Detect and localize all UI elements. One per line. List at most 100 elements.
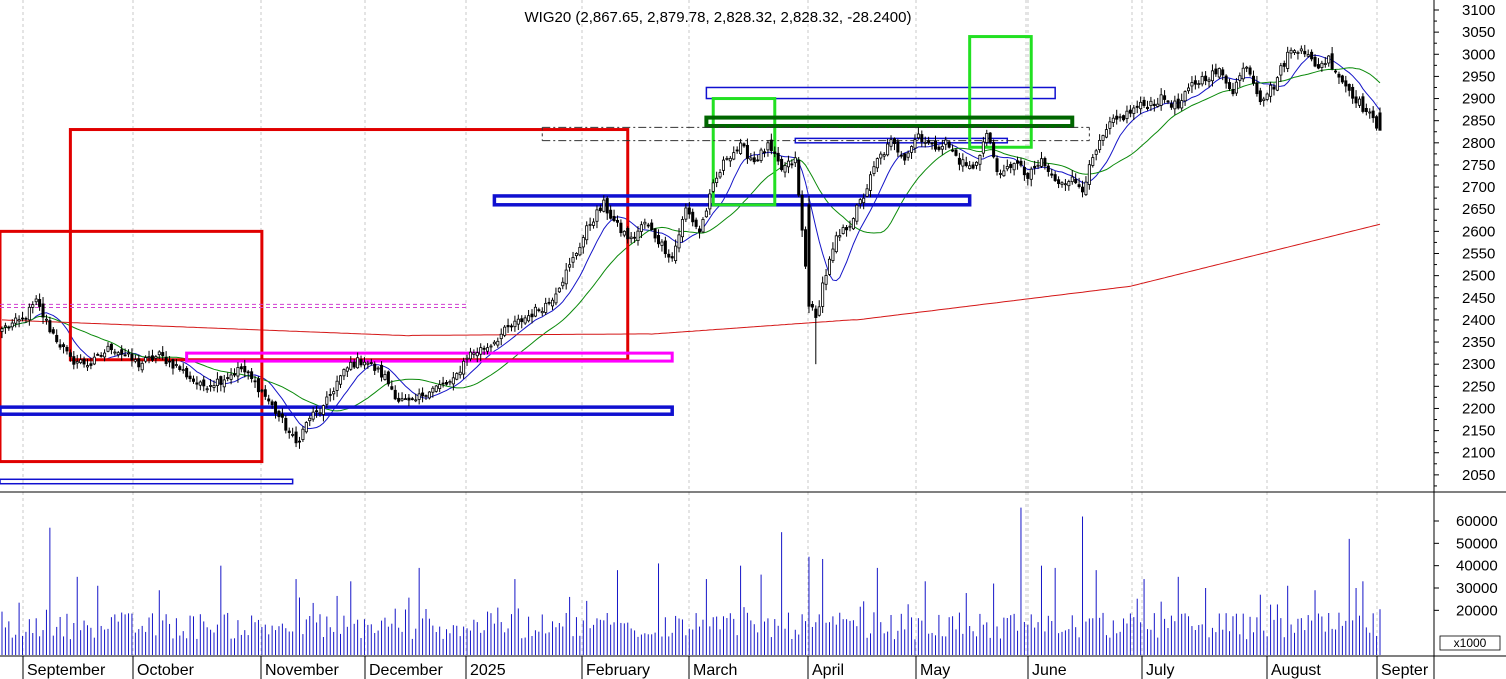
candle-down [253,380,257,383]
candle-up [674,245,678,262]
candle-up [1118,116,1122,119]
candle-down [1364,108,1368,113]
candle-down [243,365,247,373]
candle-up [732,152,736,160]
candle-down [287,430,291,434]
candle-down [780,158,784,171]
candle-up [588,223,592,226]
candle-down [657,235,661,245]
candle-down [1347,83,1351,91]
candle-down [270,401,274,406]
candle-down [1163,95,1167,100]
candle-up [318,412,322,415]
magenta-rectangle [185,351,674,363]
candle-down [150,355,154,361]
candle-down [161,352,165,356]
candle-up [718,172,722,178]
candle-down [164,356,168,364]
candle-down [1340,75,1344,83]
volume-bars [1,507,1381,655]
candle-up [684,207,688,220]
candle-up [1262,98,1266,102]
candle-up [376,367,380,370]
candle-down [1166,100,1170,103]
candle-down [72,356,76,365]
candle-down [698,228,702,233]
candle-down [1378,112,1382,131]
candle-up [978,154,982,165]
candle-up [715,177,719,184]
candle-up [486,347,490,352]
candle-down [1169,103,1173,108]
blue-rectangle [0,405,674,416]
candle-down [509,325,513,328]
candle-up [749,157,753,161]
candle-down [1231,89,1235,95]
candle-up [1149,100,1153,106]
candle-up [824,275,828,285]
candle-down [1204,75,1208,82]
candle-down [814,308,818,318]
candle-up [568,264,572,268]
candle-up [865,188,869,197]
candle-down [246,371,250,374]
candle-up [540,311,544,314]
candle-down [1258,90,1262,103]
candle-up [174,364,178,366]
candle-down [845,227,849,231]
candle-up [1210,70,1214,82]
candle-up [1070,176,1074,183]
volume-unit-box [1439,635,1501,651]
candle-up [975,161,979,166]
candle-down [691,211,695,223]
candle-up [1245,66,1249,69]
x-tick-label: March [693,662,737,679]
candle-up [551,299,555,307]
candle-up [595,209,599,222]
candle-down [670,256,674,259]
candle-up [448,381,452,384]
candle-up [1104,129,1108,138]
candle-up [1108,121,1112,129]
candle-up [17,319,21,322]
red-rectangle [0,229,264,464]
candle-down [1074,178,1078,184]
candle-down [1016,160,1020,164]
candle-up [739,142,743,154]
candle-up [817,306,821,316]
candle-down [397,397,401,402]
candle-down [226,377,230,379]
candle-down [735,149,739,152]
candle-up [492,341,496,345]
candle-down [1046,165,1050,172]
price-tick-label: 2450 [1462,290,1495,307]
price-tick-label: 3100 [1462,2,1495,19]
candle-up [786,160,790,168]
volume-tick-label: 60000 [1456,513,1498,530]
candle-up [680,219,684,238]
candle-up [622,230,626,236]
candle-down [96,354,100,356]
candle-down [441,382,445,385]
candle-up [834,235,838,253]
candle-down [191,378,195,382]
candle-up [578,246,582,256]
candle-down [694,219,698,227]
candle-up [321,405,325,415]
candlesticks [0,44,1382,449]
candle-up [1296,51,1300,54]
blue-rectangle [705,86,1056,100]
candle-up [1173,100,1177,110]
candle-up [1286,51,1290,69]
candle-down [547,301,551,304]
candle-down [951,149,955,152]
price-tick-label: 2400 [1462,312,1495,329]
candle-down [653,228,657,239]
candle-up [516,318,520,325]
candle-up [1238,75,1242,81]
candle-down [1371,110,1375,119]
candle-up [1002,170,1006,177]
candle-up [1094,150,1098,155]
